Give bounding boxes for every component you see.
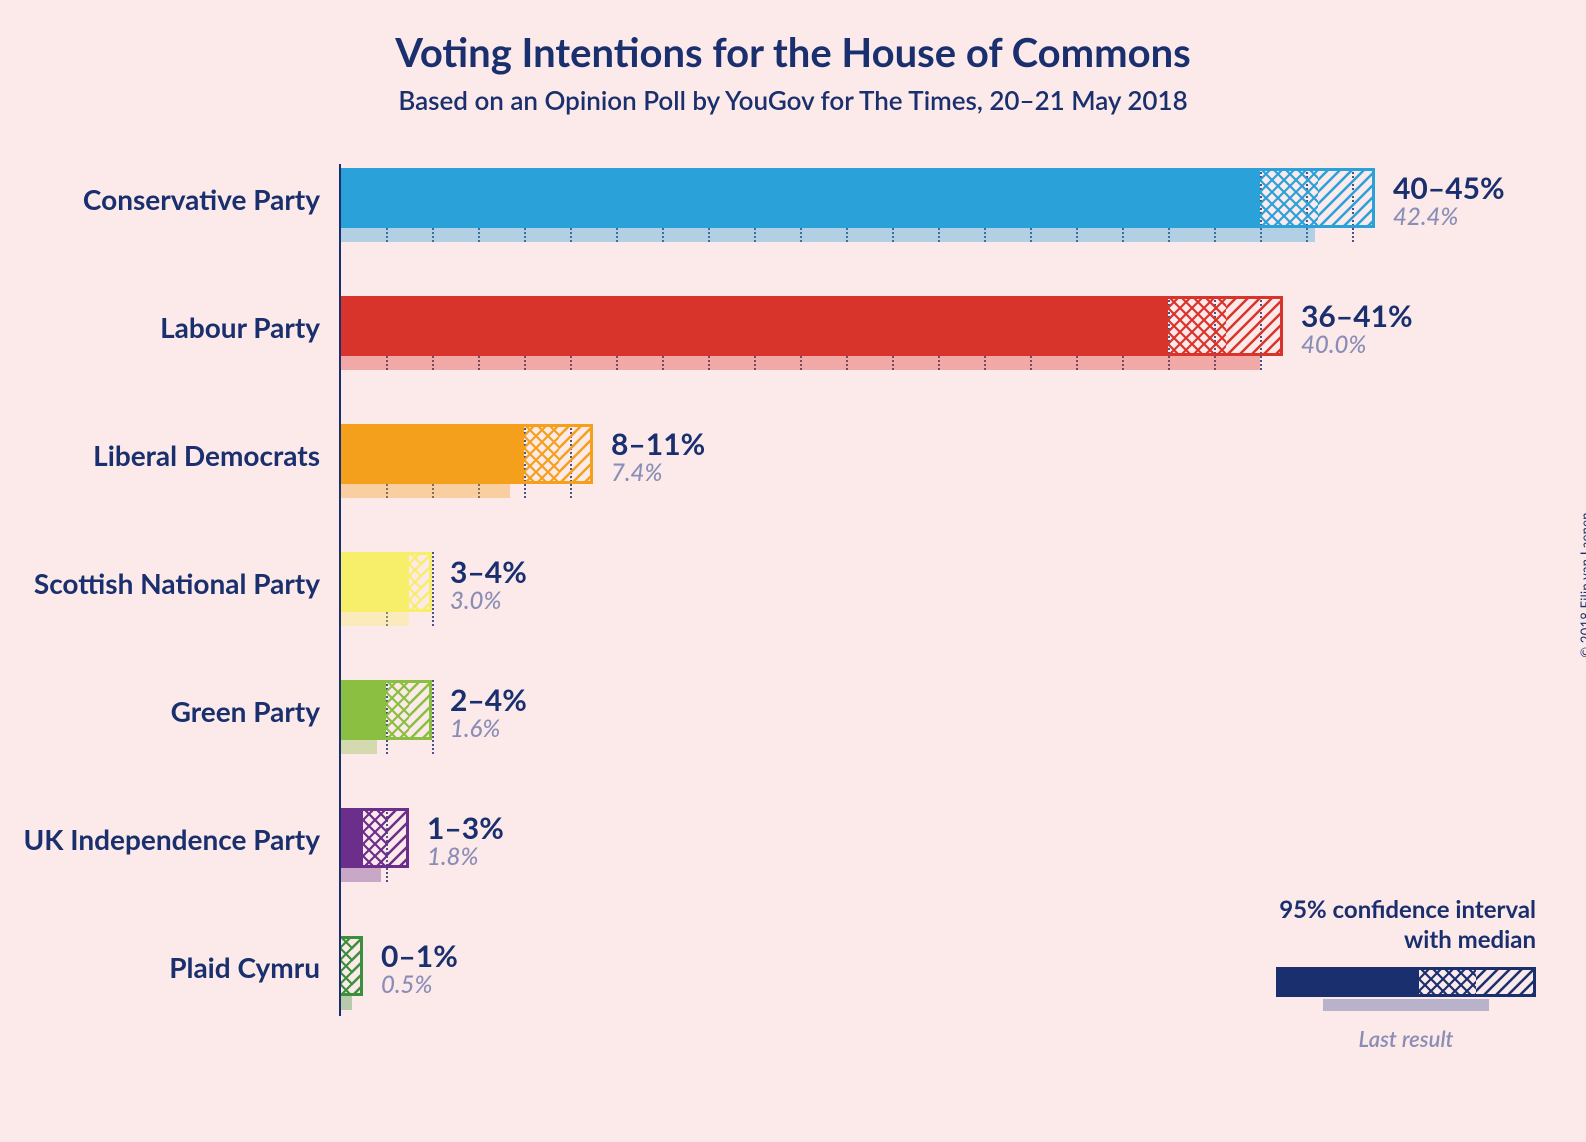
value-previous: 40.0%: [1301, 330, 1366, 359]
bar-outline: [340, 680, 432, 740]
last-result-bar: [340, 356, 1260, 370]
bar-outline: [340, 424, 593, 484]
last-result-bar: [340, 740, 377, 754]
last-result-bar: [340, 996, 352, 1010]
chart-row: Conservative Party40–45%42.4%: [340, 168, 1490, 228]
value-range: 36–41%: [1301, 298, 1413, 334]
chart-row: Labour Party36–41%40.0%: [340, 296, 1490, 356]
value-previous: 0.5%: [381, 970, 432, 999]
page-subtitle: Based on an Opinion Poll by YouGov for T…: [0, 84, 1586, 116]
value-range: 8–11%: [611, 426, 705, 462]
chart-row: Green Party2–4%1.6%: [340, 680, 1490, 740]
party-label: UK Independence Party: [23, 822, 320, 856]
party-label: Liberal Democrats: [93, 438, 320, 472]
legend-last-result: Last result: [1276, 1025, 1536, 1052]
value-previous: 42.4%: [1393, 202, 1458, 231]
last-result-bar: [340, 868, 381, 882]
last-result-bar: [340, 228, 1315, 242]
axis-zero: [339, 164, 341, 1016]
bar-outline: [340, 552, 432, 612]
value-range: 40–45%: [1393, 170, 1505, 206]
bar-outline: [340, 168, 1375, 228]
legend-title: 95% confidence intervalwith median: [1276, 895, 1536, 955]
chart-row: UK Independence Party1–3%1.8%: [340, 808, 1490, 868]
value-range: 0–1%: [381, 938, 458, 974]
last-result-bar: [340, 484, 510, 498]
bar-outline: [340, 296, 1283, 356]
party-label: Conservative Party: [83, 182, 320, 216]
value-previous: 1.8%: [427, 842, 478, 871]
value-previous: 7.4%: [611, 458, 662, 487]
value-range: 2–4%: [450, 682, 527, 718]
chart-row: Liberal Democrats8–11%7.4%: [340, 424, 1490, 484]
gridline: [432, 552, 434, 626]
party-label: Plaid Cymru: [169, 950, 320, 984]
legend-bars: [1276, 967, 1536, 1023]
copyright: © 2018 Filip van Laenen: [1578, 512, 1586, 658]
last-result-bar: [340, 612, 409, 626]
value-range: 1–3%: [427, 810, 504, 846]
value-range: 3–4%: [450, 554, 527, 590]
page-title: Voting Intentions for the House of Commo…: [0, 28, 1586, 76]
party-label: Labour Party: [160, 310, 320, 344]
bar-outline: [340, 936, 363, 996]
gridline: [432, 680, 434, 754]
party-label: Scottish National Party: [34, 566, 320, 600]
chart-row: Scottish National Party3–4%3.0%: [340, 552, 1490, 612]
bar-outline: [340, 808, 409, 868]
legend-last-bar: [1323, 999, 1489, 1011]
party-label: Green Party: [171, 694, 320, 728]
legend-outline: [1276, 967, 1536, 997]
value-previous: 1.6%: [450, 714, 500, 743]
legend: 95% confidence intervalwith median Last …: [1276, 895, 1536, 1052]
value-previous: 3.0%: [450, 586, 501, 615]
